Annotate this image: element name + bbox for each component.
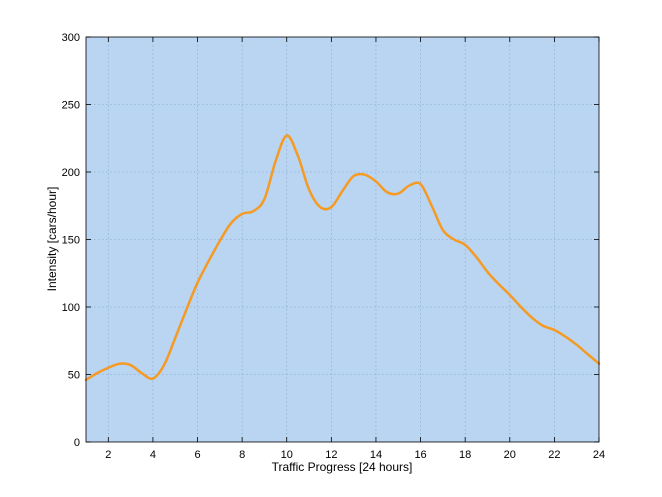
x-axis-label: Traffic Progress [24 hours] [272,460,413,474]
x-tick-label: 22 [548,449,560,461]
y-axis-label: Intensity [cars/hour] [45,187,59,292]
x-tick-label: 18 [459,449,471,461]
y-tick-label: 100 [62,302,80,314]
y-tick-label: 0 [74,437,80,449]
y-tick-label: 150 [62,235,80,247]
x-tick-label: 12 [325,449,337,461]
grid-lines [86,37,599,442]
y-tick-label: 250 [62,100,80,112]
x-tick-label: 6 [194,449,200,461]
x-tick-label: 16 [414,449,426,461]
x-tick-label: 8 [239,449,245,461]
x-tick-label: 20 [504,449,516,461]
y-tick-label: 300 [62,32,80,44]
y-tick-label: 50 [68,370,80,382]
axis-ticks [86,36,600,443]
x-tick-label: 10 [281,449,293,461]
series-line [84,134,601,382]
x-tick-label: 14 [370,449,382,461]
x-tick-label: 24 [593,449,605,461]
y-tick-label: 200 [62,167,80,179]
x-axis-tick-labels: 2 4 6 8 10 12 14 16 18 20 22 24 [105,449,605,461]
x-tick-label: 2 [105,449,111,461]
y-axis-tick-labels: 0 50 100 150 200 250 300 [62,32,80,449]
x-tick-label: 4 [150,449,156,461]
